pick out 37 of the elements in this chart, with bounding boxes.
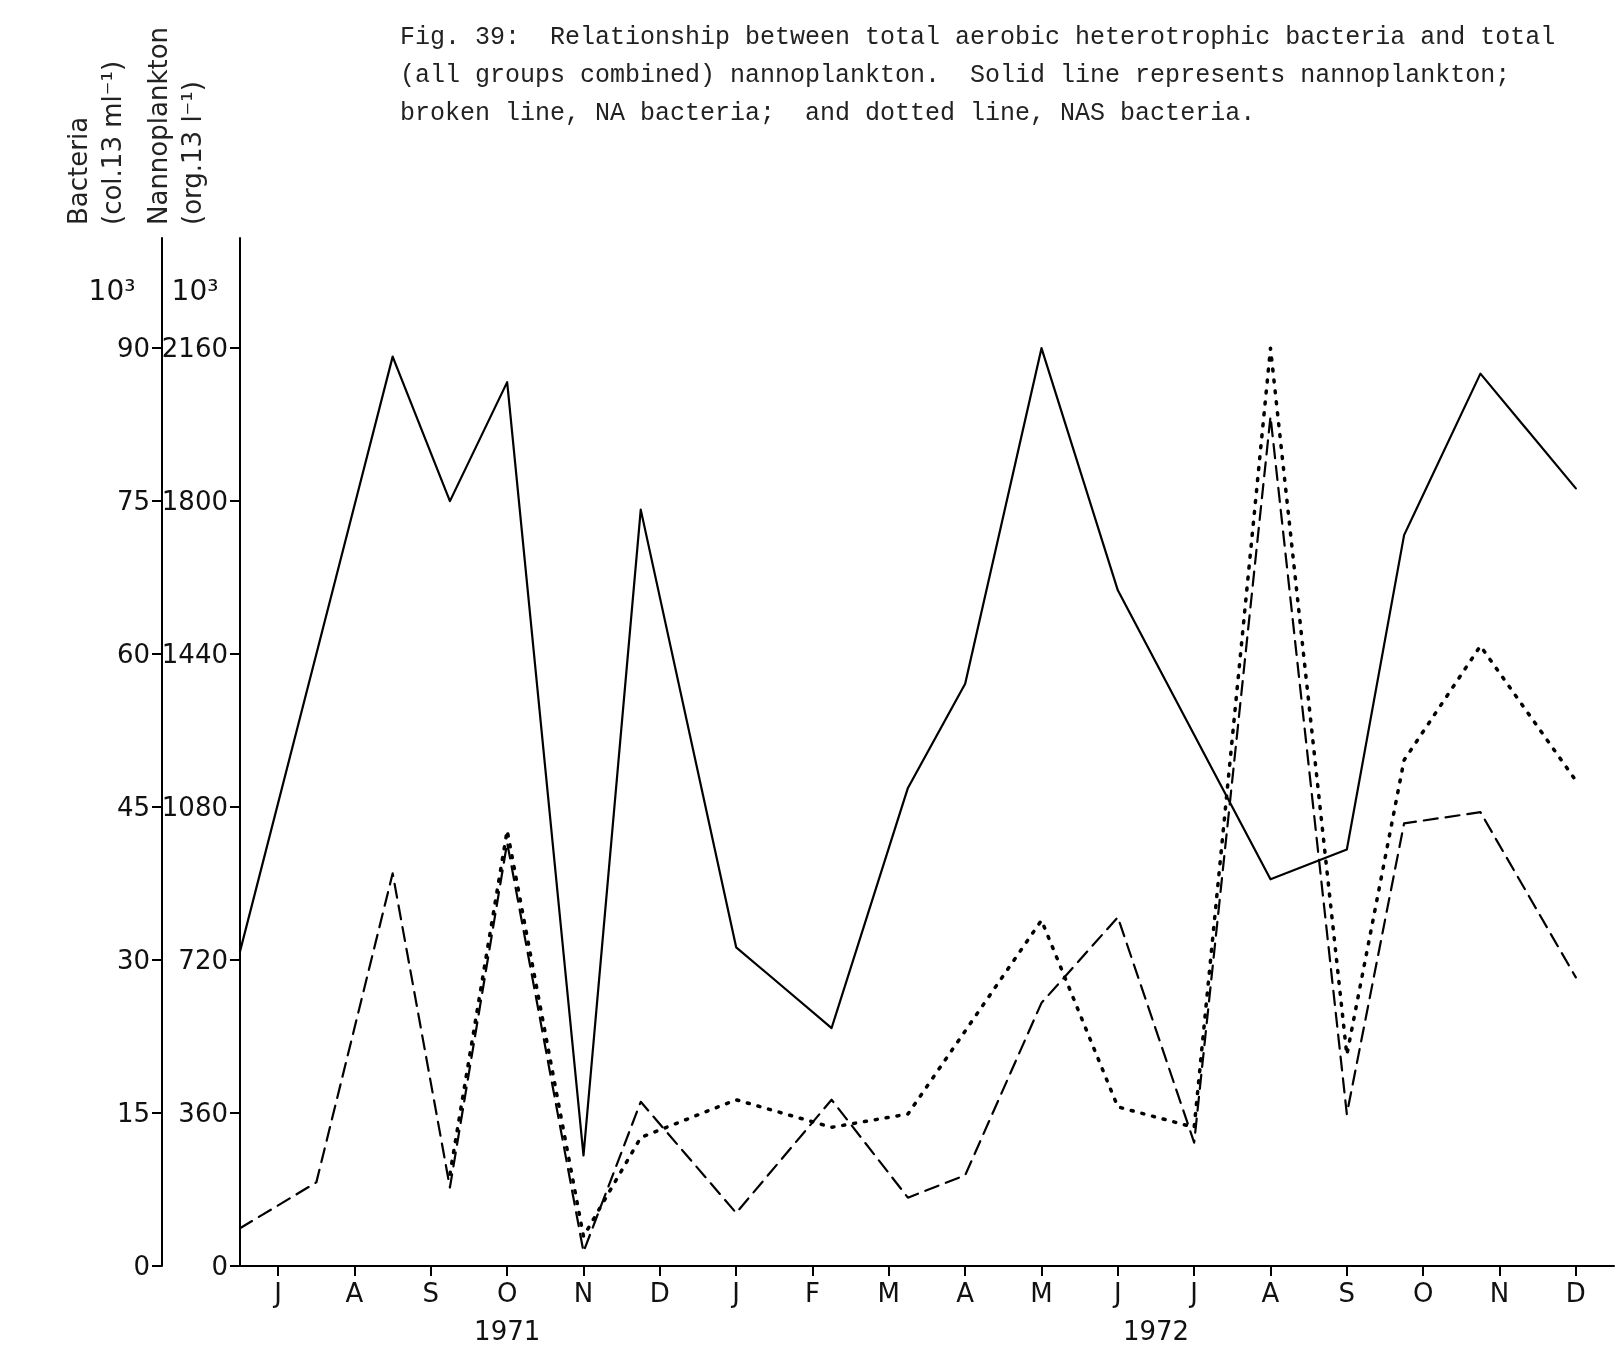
x-tick-label: J bbox=[272, 1278, 282, 1308]
text: Bacteria (col.13 ml⁻¹) 10³ bbox=[63, 60, 136, 307]
y-tick-label: 1800 bbox=[161, 486, 228, 517]
x-tick-label: S bbox=[422, 1278, 440, 1308]
x-tick-label: O bbox=[1412, 1278, 1434, 1308]
text: Nannoplankton (org.13 l⁻¹) 10³ bbox=[143, 26, 219, 307]
x-tick-label: M bbox=[1030, 1278, 1053, 1308]
x-tick-label: N bbox=[1489, 1278, 1510, 1308]
x-tick-label: J bbox=[730, 1278, 740, 1308]
x-tick-label: D bbox=[1565, 1278, 1586, 1308]
chart-title: Fig. 39: Relationship between total aerobic heterotrophic bacteria and total (all groups combined) nannoplankton. Solid line represents nannoplankton; broken line, NA bacteria; and dotted line, NAS bacteria. bbox=[400, 22, 1571, 128]
y-tick-label: 1440 bbox=[161, 639, 228, 670]
x-tick-label: A bbox=[1261, 1278, 1280, 1308]
y2-tick-label: 60 bbox=[116, 639, 150, 670]
y2-tick-label: 0 bbox=[133, 1251, 150, 1281]
x-tick-label: D bbox=[649, 1278, 670, 1308]
x-tick-label: F bbox=[805, 1278, 820, 1308]
x-tick-label: J bbox=[1112, 1278, 1122, 1308]
text: 1971 bbox=[474, 1316, 541, 1346]
y-tick-label: 0 bbox=[211, 1251, 228, 1281]
text: 1972 bbox=[1122, 1316, 1190, 1346]
x-tick-label: A bbox=[956, 1278, 975, 1308]
x-tick-label: A bbox=[345, 1278, 364, 1308]
y2-tick-label: 90 bbox=[116, 333, 150, 364]
x-tick-label: O bbox=[496, 1278, 518, 1308]
y-tick-label: 720 bbox=[178, 945, 228, 976]
y-tick-label: 1080 bbox=[161, 792, 228, 823]
y2-tick-label: 45 bbox=[116, 792, 150, 823]
x-tick-label: N bbox=[573, 1278, 594, 1308]
y-tick-label: 2160 bbox=[161, 333, 228, 364]
y2-tick-label: 30 bbox=[116, 945, 150, 976]
y2-tick-label: 15 bbox=[116, 1098, 150, 1129]
x-tick-label: M bbox=[877, 1278, 901, 1308]
x-tick-label: S bbox=[1338, 1278, 1356, 1308]
y2-tick-label: 75 bbox=[116, 486, 150, 517]
y-tick-label: 360 bbox=[178, 1098, 228, 1129]
x-tick-label: J bbox=[1188, 1278, 1198, 1308]
